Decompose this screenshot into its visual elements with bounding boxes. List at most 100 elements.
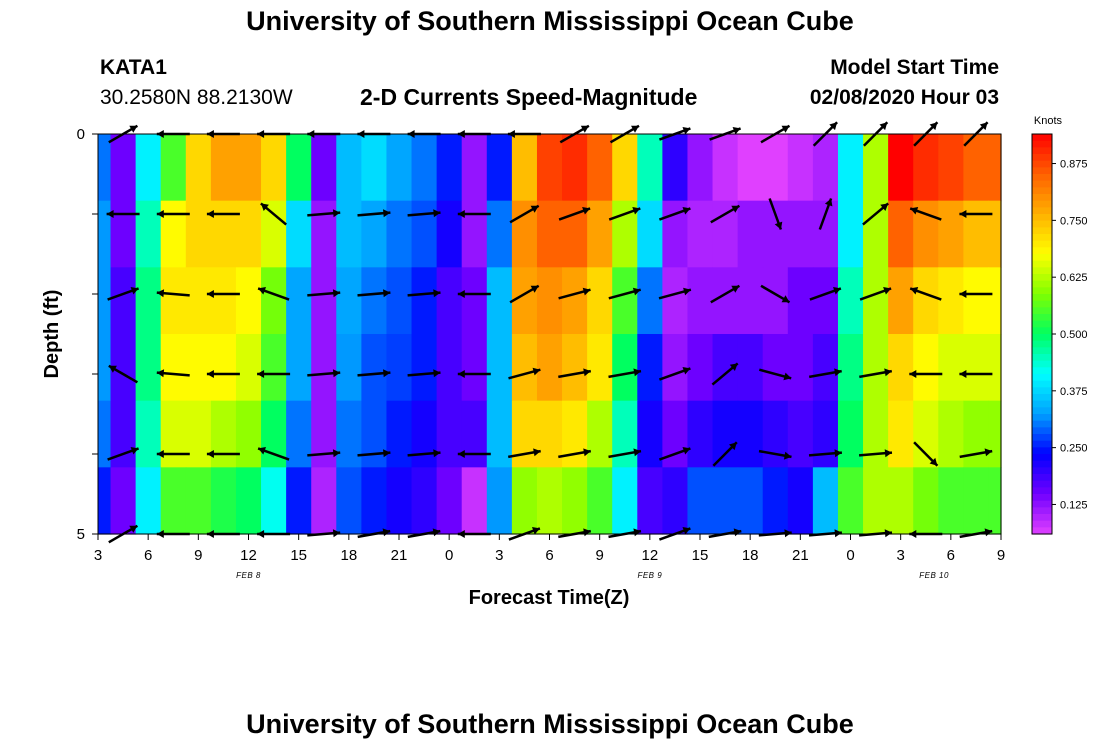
colorbar-segment	[1032, 180, 1052, 188]
current-vector	[156, 289, 190, 298]
x-tick-label: 6	[545, 547, 553, 564]
heatmap-cell	[261, 200, 287, 268]
colorbar-segment	[1032, 227, 1052, 235]
current-vector	[156, 210, 190, 218]
current-vector	[808, 449, 843, 458]
heatmap-cell	[336, 267, 362, 335]
heatmap-cell	[436, 400, 463, 468]
heatmap-cell	[963, 200, 990, 268]
colorbar-segment	[1032, 500, 1052, 508]
heatmap-cell	[160, 400, 187, 468]
colorbar-segment	[1032, 400, 1052, 408]
current-vector	[710, 284, 741, 304]
colorbar-segment	[1032, 240, 1052, 248]
colorbar-segment	[1032, 267, 1052, 275]
current-vector	[307, 289, 341, 298]
heatmap-cell	[461, 267, 488, 335]
colorbar-tick-label: 0.875	[1060, 159, 1088, 171]
current-vector	[862, 202, 890, 226]
colorbar-segment	[1032, 307, 1052, 315]
heatmap-cell	[787, 267, 814, 335]
heatmap-cell	[235, 267, 262, 335]
heatmap-cell	[562, 334, 588, 402]
heatmap-cell	[536, 134, 563, 202]
colorbar-tick-label: 0.500	[1060, 329, 1088, 341]
heatmap-cell	[863, 467, 889, 535]
heatmap-cell	[386, 334, 413, 402]
heatmap-cell	[511, 467, 538, 535]
heatmap-cell	[336, 467, 362, 535]
heatmap-cell	[787, 200, 814, 268]
x-tick-label: 12	[641, 547, 658, 564]
heatmap-cell	[536, 334, 563, 402]
current-vector	[206, 450, 240, 458]
current-vector	[809, 287, 842, 301]
heatmap-cell	[411, 267, 438, 335]
heatmap-cell	[562, 267, 588, 335]
y-axis-label: Depth (ft)	[41, 290, 63, 379]
station-coordinates: 30.2580N 88.2130W	[100, 86, 293, 109]
heatmap-cell	[612, 267, 638, 335]
current-vector	[509, 284, 540, 304]
colorbar-segment	[1032, 260, 1052, 268]
heatmap-cell	[863, 400, 889, 468]
current-vector	[507, 448, 541, 459]
heatmap-cell	[637, 467, 663, 535]
heatmap-cell	[160, 334, 187, 402]
current-vector	[558, 448, 592, 459]
heatmap-cell	[787, 400, 814, 468]
heatmap-cell	[938, 334, 964, 402]
heatmap-cell	[98, 134, 112, 202]
current-vector	[407, 449, 441, 458]
colorbar-segment	[1032, 274, 1052, 282]
heatmap-cell	[135, 200, 162, 268]
x-tick-label: 18	[742, 547, 759, 564]
current-vector	[107, 287, 140, 301]
heatmap-cell	[311, 334, 337, 402]
colorbar-segment	[1032, 414, 1052, 422]
heatmap-cell	[536, 200, 563, 268]
current-vectors	[106, 121, 993, 544]
heatmap-cell	[837, 334, 864, 402]
colorbar-segment	[1032, 187, 1052, 195]
heatmap-cell	[687, 134, 714, 202]
heatmap-cell	[988, 400, 1002, 468]
heatmap-cell	[261, 334, 287, 402]
date-label: FEB 9	[637, 571, 662, 580]
current-vector	[710, 204, 741, 224]
current-vector	[108, 364, 139, 384]
heatmap-cell	[988, 134, 1002, 202]
colorbar-segment	[1032, 207, 1052, 215]
colorbar-segment	[1032, 447, 1052, 455]
heatmap-cell	[612, 134, 638, 202]
heatmap-cell	[837, 400, 864, 468]
x-tick-label: 9	[595, 547, 603, 564]
current-vector	[909, 370, 943, 378]
heatmap-cell	[286, 334, 312, 402]
x-tick-label: 0	[445, 547, 453, 564]
heatmap-cell	[110, 467, 137, 535]
heatmap-cell	[235, 334, 262, 402]
heatmap-cell	[812, 334, 839, 402]
colorbar-segment	[1032, 340, 1052, 348]
heatmap-cell	[888, 467, 914, 535]
heatmap-cell	[135, 400, 162, 468]
heatmap-cell	[436, 334, 463, 402]
current-vector	[959, 290, 993, 298]
colorbar-segment	[1032, 367, 1052, 375]
current-vector	[457, 290, 491, 298]
heatmap-cell	[712, 467, 739, 535]
current-vector	[658, 287, 692, 300]
heatmap-cell	[235, 467, 262, 535]
heatmap-cell	[863, 134, 889, 202]
current-vector	[658, 367, 691, 381]
heatmap-cell	[336, 334, 362, 402]
heatmap-cell	[737, 200, 764, 268]
colorbar-segment	[1032, 314, 1052, 322]
heatmap-cell	[587, 134, 613, 202]
heatmap-cell	[311, 400, 337, 468]
heatmap-cell	[637, 400, 663, 468]
colorbar-segment	[1032, 167, 1052, 175]
heatmap-cell	[411, 400, 438, 468]
heatmap-cell	[361, 400, 388, 468]
